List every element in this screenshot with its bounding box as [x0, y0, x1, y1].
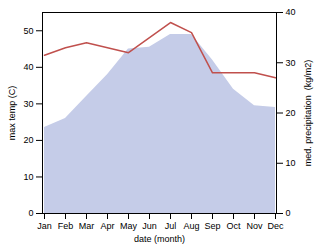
- svg-text:30: 30: [286, 58, 296, 68]
- svg-text:10: 10: [23, 172, 33, 182]
- svg-text:med. precipitation (kg/m2): med. precipitation (kg/m2): [303, 60, 313, 167]
- svg-text:50: 50: [23, 26, 33, 36]
- svg-text:date (month): date (month): [134, 234, 185, 244]
- svg-text:0: 0: [286, 208, 291, 218]
- svg-text:40: 40: [286, 7, 296, 17]
- svg-text:max temp (C): max temp (C): [7, 86, 17, 141]
- svg-text:40: 40: [23, 62, 33, 72]
- svg-text:0: 0: [28, 208, 33, 218]
- svg-text:20: 20: [23, 135, 33, 145]
- svg-text:Jan: Jan: [37, 221, 52, 231]
- svg-text:Jul: Jul: [165, 221, 177, 231]
- svg-text:Aug: Aug: [183, 221, 199, 231]
- svg-text:May: May: [120, 221, 138, 231]
- svg-text:20: 20: [286, 108, 296, 118]
- svg-text:Oct: Oct: [226, 221, 241, 231]
- svg-text:Sep: Sep: [204, 221, 220, 231]
- svg-text:30: 30: [23, 99, 33, 109]
- svg-text:Feb: Feb: [58, 221, 74, 231]
- svg-text:Apr: Apr: [100, 221, 114, 231]
- svg-text:Mar: Mar: [79, 221, 95, 231]
- svg-text:Dec: Dec: [267, 221, 284, 231]
- svg-text:Jun: Jun: [142, 221, 157, 231]
- svg-text:Nov: Nov: [246, 221, 263, 231]
- svg-text:10: 10: [286, 158, 296, 168]
